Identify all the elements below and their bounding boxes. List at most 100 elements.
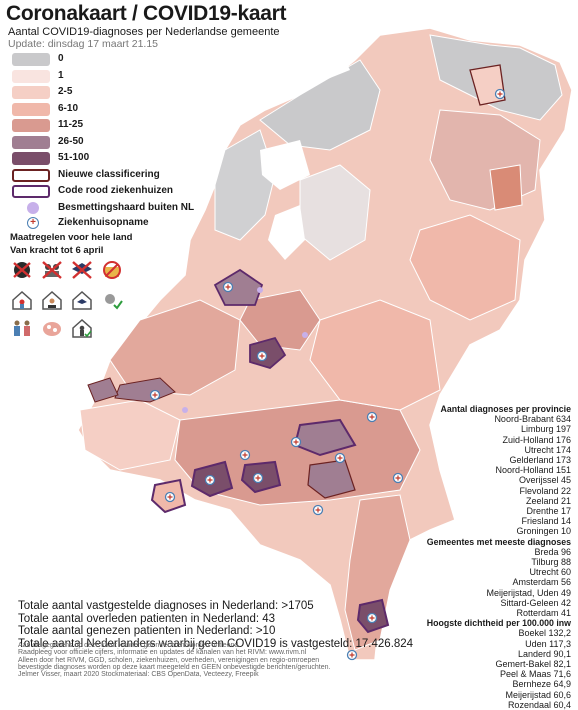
sick-stay-home-icon — [105, 294, 123, 310]
province-item: Noord-Brabant 634 — [494, 414, 571, 425]
page-subtitle: Aantal COVID19-diagnoses per Nederlandse… — [8, 26, 280, 38]
netherlands-map — [77, 27, 573, 661]
density-item: Gemert-Bakel 82,1 — [495, 659, 571, 670]
ijsselmeer — [260, 140, 310, 190]
infection-source-icon — [27, 201, 39, 214]
legend-label: 0 — [58, 53, 64, 64]
legend-label: Code rood ziekenhuizen — [58, 185, 174, 196]
province-item: Flevoland 22 — [519, 485, 571, 496]
legend-label: Nieuwe classificering — [58, 168, 160, 180]
legend-row: 2-5 — [12, 85, 192, 102]
municipality-item: Sittard-Geleen 42 — [500, 597, 571, 608]
municipality-item: Meijerijstad, Uden 49 — [486, 587, 571, 598]
keep-distance-icon — [72, 318, 92, 338]
legend-row: 6-10 — [12, 102, 192, 119]
legend-row: Besmettingshaard buiten NL — [12, 201, 195, 216]
no-gathering-icon — [42, 261, 62, 279]
page-title: Coronakaart / COVID19-kaart — [6, 2, 287, 25]
disclaimer-line: bevestigde diagnoses worden op deze kaar… — [18, 663, 331, 671]
density-heading: Hoogste dichtheid per 100.000 inw — [426, 618, 571, 629]
family-icon — [14, 320, 30, 336]
total-deaths: Totale aantal overleden patienten in Ned… — [18, 612, 276, 625]
density-item: Boekel 132,2 — [518, 628, 571, 639]
legend-row: 1 — [12, 69, 192, 86]
update-timestamp: Update: dinsdag 17 maart 21.15 — [8, 38, 159, 50]
legend-label: Ziekenhuisopname — [58, 216, 149, 228]
density-item: Rozendaal 60,4 — [507, 699, 571, 710]
no-handshake-icon — [13, 262, 31, 278]
province-item: Groningen 10 — [516, 526, 571, 537]
map-legend: 0 1 2-5 6-10 11-25 26-50 51-100 Nieuwe c… — [12, 52, 195, 231]
disclaimer-line: Raadpleeg voor officiële cijfers, inform… — [18, 649, 307, 657]
province-item: Noord-Holland 151 — [495, 465, 571, 476]
legend-row: 0 — [12, 52, 192, 69]
hygiene-icon — [43, 322, 61, 336]
total-recovered: Totale aantal genezen patienten in Neder… — [18, 625, 276, 638]
legend-row: 51-100 — [12, 151, 192, 168]
legend-row: Nieuwe classificering — [12, 168, 192, 185]
density-item: Meijerijstad 60,6 — [505, 689, 571, 700]
legend-row: 11-25 — [12, 118, 192, 135]
province-item: Limburg 197 — [520, 424, 571, 435]
amsterdam-area — [213, 268, 264, 306]
no-food-service-icon — [103, 261, 121, 279]
province-item: Overijssel 45 — [518, 475, 571, 486]
province-item: Friesland 14 — [521, 516, 571, 527]
measures-heading: Maatregelen voor hele land Van kracht to… — [10, 231, 132, 257]
disclaimer-line: Jelmer Visser, maart 2020 Stockmateriaal… — [18, 671, 259, 679]
disclaimer-line: Alleen door het RIVM, GGD, scholen, ziek… — [18, 656, 320, 664]
legend-swatch-outline-red — [12, 185, 50, 198]
municipality-item: Rotterdam 41 — [516, 608, 571, 619]
province-item: Zuid-Holland 176 — [502, 434, 571, 445]
province-item: Drenthe 17 — [526, 506, 571, 517]
work-from-home-icon — [42, 290, 62, 310]
hospital-markers — [149, 88, 506, 661]
municipality-item: Utrecht 60 — [529, 567, 571, 578]
legend-swatch — [12, 102, 50, 116]
legend-swatch — [12, 53, 50, 66]
municipalities-heading: Gemeentes met meeste diagnoses — [426, 536, 571, 547]
national-totals: Totale aantal vastgestelde diagnoses in … — [18, 600, 413, 650]
region-zuid-holland — [109, 299, 241, 396]
legend-swatch-outline-new — [12, 168, 50, 182]
legend-swatch — [12, 119, 50, 132]
measures-line-1: Maatregelen voor hele land — [10, 232, 133, 243]
province-item: Zeeland 21 — [525, 495, 571, 506]
legend-row: + Ziekenhuisopname — [12, 216, 192, 231]
measures-line-2: Van kracht tot 6 april — [10, 245, 104, 256]
municipality-item: Amsterdam 56 — [512, 577, 571, 588]
region-noord-brabant — [174, 399, 421, 506]
region-friesland-grey — [259, 59, 381, 151]
province-item: Gelderland 173 — [509, 455, 571, 466]
hospital-crosses — [152, 91, 503, 658]
legend-row: 26-50 — [12, 135, 192, 152]
region-gelderland — [309, 299, 441, 411]
region-northholland-grey — [214, 129, 276, 241]
utrecht-city — [249, 336, 287, 370]
zoetermeer-dark — [87, 377, 119, 403]
statistics-panel: Aantal diagnoses per provincie Noord-Bra… — [421, 404, 571, 710]
legend-label: 2-5 — [58, 86, 73, 97]
province-heading: Aantal diagnoses per provincie — [440, 404, 571, 414]
density-item: Bernheze 64,9 — [512, 679, 571, 690]
density-item: Landerd 90,1 — [517, 648, 571, 659]
total-no-covid: Totale aantal Nederlanders waarbij geen … — [18, 637, 414, 650]
legend-row: Code rood ziekenhuizen — [12, 184, 192, 201]
east-highlight — [489, 164, 523, 211]
province-item: Utrecht 174 — [524, 444, 571, 455]
legend-swatch — [12, 69, 50, 83]
waddenzee — [285, 50, 350, 90]
density-item: Peel & Maas 71,6 — [499, 669, 571, 680]
hospital-icon: + — [27, 216, 39, 229]
disclaimer-line: Aan de gegevens op deze kaart kunnen gee… — [18, 642, 241, 649]
stay-home-icon — [12, 290, 32, 310]
legend-swatch — [12, 152, 50, 165]
legend-label: 11-25 — [58, 119, 84, 130]
legend-label: 1 — [58, 69, 64, 81]
school-closed-icon — [72, 261, 92, 279]
density-item: Uden 117,3 — [525, 638, 571, 649]
legend-swatch — [12, 86, 50, 99]
municipality-item: Tilburg 88 — [531, 557, 571, 568]
legend-label: 51-100 — [58, 152, 90, 163]
legend-label: Besmettingshaard buiten NL — [58, 201, 195, 213]
